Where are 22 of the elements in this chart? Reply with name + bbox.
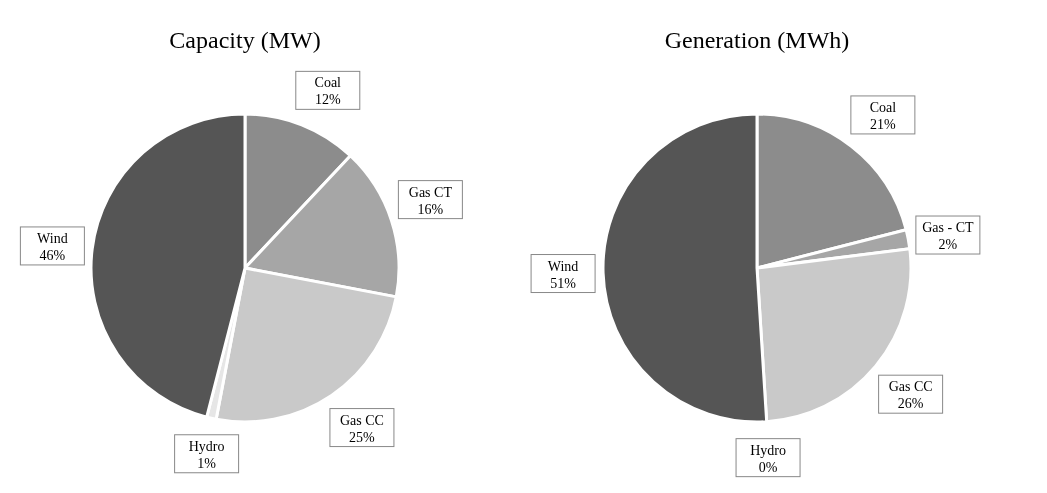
data-label: 25% [349, 429, 376, 445]
slice-label: Gas - CT [922, 220, 974, 236]
slice-label: Gas CT [408, 184, 453, 200]
data-label: 26% [897, 396, 924, 412]
chart-title: Generation (MWh) [664, 27, 850, 53]
data-label: 46% [39, 247, 66, 263]
data-label: 21% [870, 116, 897, 132]
data-label: 2% [938, 237, 958, 253]
data-label: 12% [314, 92, 341, 108]
data-label: 16% [417, 201, 444, 217]
slice-label: Coal [869, 99, 897, 115]
data-label: 1% [197, 455, 217, 471]
slice-label: Wind [37, 230, 68, 246]
category-label: Hydro [750, 442, 786, 458]
chart-title: Capacity (MW) [169, 27, 321, 53]
slice-label: Wind [547, 258, 579, 274]
slice-label: Gas CC [888, 379, 933, 395]
data-label: 51% [550, 275, 577, 291]
slice-label: Coal [314, 75, 342, 91]
slice-label: Gas CC [339, 412, 384, 428]
slice-label: Hydro [188, 438, 225, 454]
text: 0% [758, 459, 778, 475]
